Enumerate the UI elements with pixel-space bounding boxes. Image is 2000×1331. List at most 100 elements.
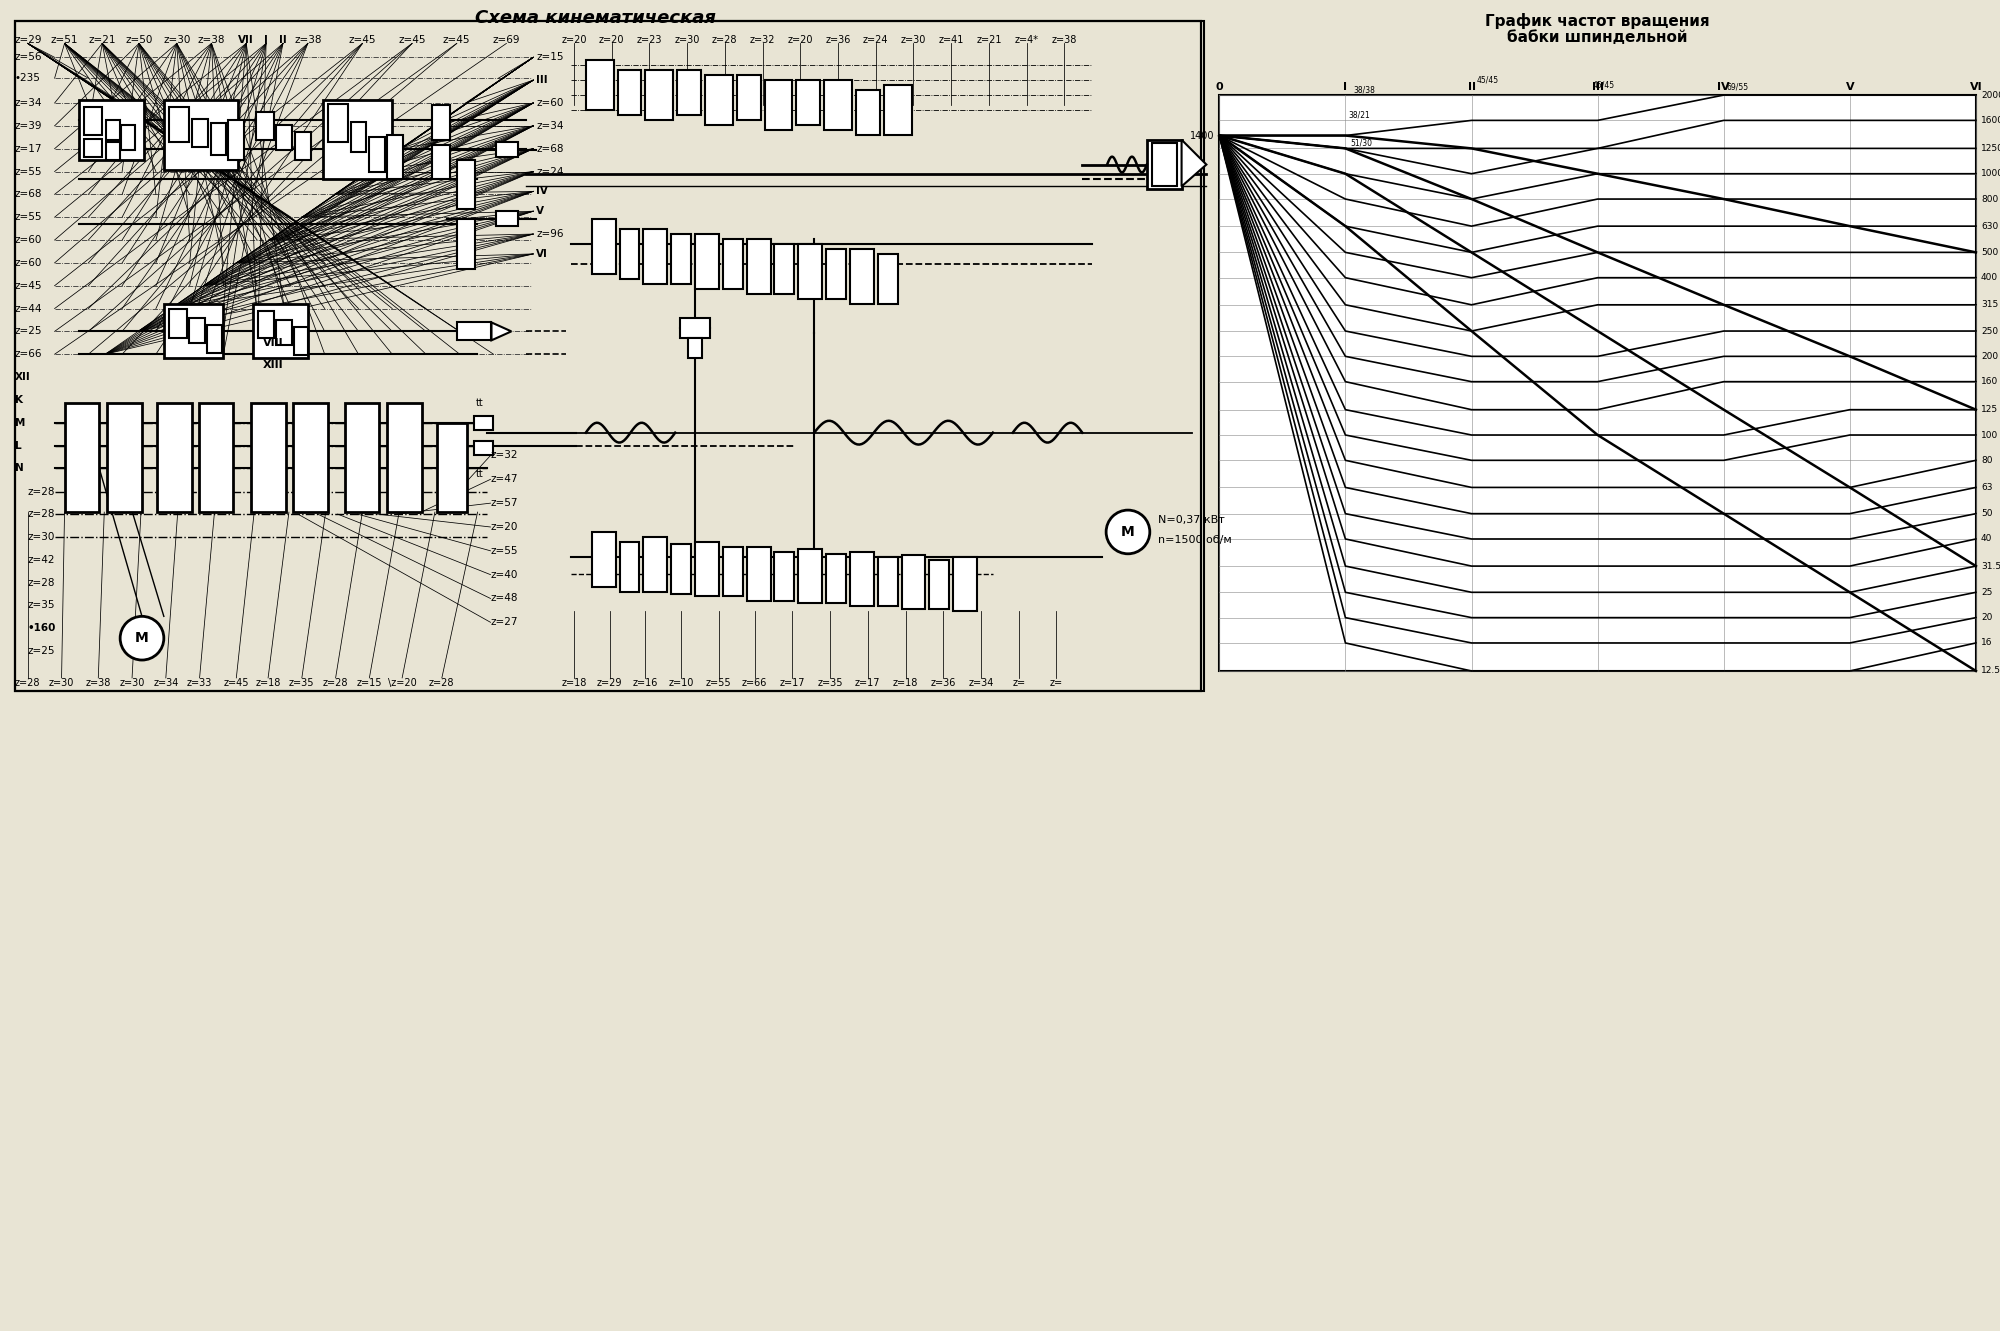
Bar [64, 403, 100, 512]
Bar [850, 552, 874, 607]
Text: z=: z= [1050, 677, 1064, 688]
Text: IV: IV [1718, 83, 1730, 92]
Text: z=45: z=45 [348, 36, 376, 45]
Text: z=38: z=38 [86, 677, 110, 688]
Text: z=18: z=18 [892, 677, 918, 688]
Text: z=18: z=18 [562, 677, 586, 688]
Text: z=32: z=32 [490, 450, 518, 461]
Text: z=45: z=45 [398, 36, 426, 45]
Bar [856, 91, 880, 134]
Text: z=: z= [1012, 677, 1026, 688]
Bar [722, 547, 742, 596]
Text: z=38: z=38 [1052, 36, 1078, 45]
Text: IV: IV [536, 186, 548, 197]
Bar [252, 403, 286, 512]
Bar [456, 160, 474, 209]
Text: VII: VII [238, 36, 254, 45]
Text: z=4*: z=4* [1014, 36, 1038, 45]
Text: z=18: z=18 [256, 677, 280, 688]
Text: VI: VI [1970, 83, 1982, 92]
Text: z=10: z=10 [668, 677, 694, 688]
Bar [878, 556, 898, 607]
Bar [704, 76, 732, 125]
Polygon shape [492, 322, 512, 341]
Text: z=45: z=45 [224, 677, 250, 688]
Text: N: N [14, 463, 24, 474]
Text: z=60: z=60 [14, 236, 42, 245]
Text: 31.5: 31.5 [1980, 562, 2000, 571]
Text: z=66: z=66 [14, 349, 42, 359]
Text: z=20: z=20 [598, 36, 624, 45]
Text: z=33: z=33 [186, 677, 212, 688]
Bar [474, 441, 494, 454]
Text: VIII: VIII [264, 338, 284, 349]
Text: z=24: z=24 [864, 36, 888, 45]
Text: z=25: z=25 [28, 646, 56, 656]
Text: z=35: z=35 [818, 677, 842, 688]
Bar [188, 318, 204, 343]
Text: z=16: z=16 [632, 677, 658, 688]
Text: z=48: z=48 [490, 594, 518, 603]
Text: z=32: z=32 [750, 36, 776, 45]
Bar [496, 212, 518, 226]
Text: z=34: z=34 [154, 677, 178, 688]
Text: 800: 800 [1980, 194, 1998, 204]
Bar [388, 403, 422, 512]
Text: z=55: z=55 [14, 212, 42, 222]
Text: 40: 40 [1980, 535, 1992, 543]
Text: z=68: z=68 [14, 189, 42, 200]
Text: z=34: z=34 [536, 121, 564, 130]
Text: z=38: z=38 [294, 36, 322, 45]
Text: График частот вращения: График частот вращения [1486, 12, 1710, 28]
Text: z=55: z=55 [14, 166, 42, 177]
Bar [294, 132, 310, 160]
Text: 80: 80 [1980, 455, 1992, 465]
Text: z=45: z=45 [14, 281, 42, 290]
Text: z=55: z=55 [490, 546, 518, 556]
Bar [14, 20, 1204, 691]
Bar [108, 403, 142, 512]
Text: z=30: z=30 [900, 36, 926, 45]
Bar [688, 338, 702, 358]
Text: z=28: z=28 [28, 508, 56, 519]
Bar [14, 20, 1202, 691]
Circle shape [120, 616, 164, 660]
Bar [678, 71, 702, 114]
Bar [370, 137, 386, 172]
Text: 12.5: 12.5 [1980, 667, 2000, 675]
Text: 500: 500 [1980, 248, 1998, 257]
Bar [796, 80, 820, 125]
Text: 400: 400 [1980, 273, 1998, 282]
Bar [256, 112, 274, 140]
Text: z=30: z=30 [164, 36, 190, 45]
Text: z=96: z=96 [536, 229, 564, 240]
Text: 2000: 2000 [1980, 91, 2000, 100]
Text: N=0,37 кВт: N=0,37 кВт [1158, 515, 1224, 524]
Text: III: III [536, 75, 548, 85]
Text: 25: 25 [1980, 588, 1992, 596]
Text: 315: 315 [1980, 301, 1998, 309]
Bar [930, 560, 950, 610]
Bar [672, 544, 692, 594]
Bar [294, 327, 308, 355]
Text: z=66: z=66 [742, 677, 768, 688]
Text: L: L [14, 441, 22, 451]
Text: 1250: 1250 [1980, 144, 2000, 153]
Bar [254, 303, 308, 358]
Text: z=38: z=38 [198, 36, 226, 45]
Bar [192, 118, 208, 146]
Text: M: M [14, 418, 26, 427]
Text: z=23: z=23 [636, 36, 662, 45]
Bar [696, 542, 718, 596]
Text: 1400: 1400 [1190, 130, 1214, 141]
Text: z=24: z=24 [536, 166, 564, 177]
Text: 69/55: 69/55 [1726, 83, 1748, 92]
Text: z=29: z=29 [596, 677, 622, 688]
Text: z=45: z=45 [442, 36, 470, 45]
Text: z=41: z=41 [938, 36, 964, 45]
Text: XIII: XIII [264, 361, 284, 370]
Bar [328, 104, 348, 141]
Text: z=27: z=27 [490, 618, 518, 627]
Text: III: III [1592, 83, 1604, 92]
Bar [436, 423, 466, 512]
